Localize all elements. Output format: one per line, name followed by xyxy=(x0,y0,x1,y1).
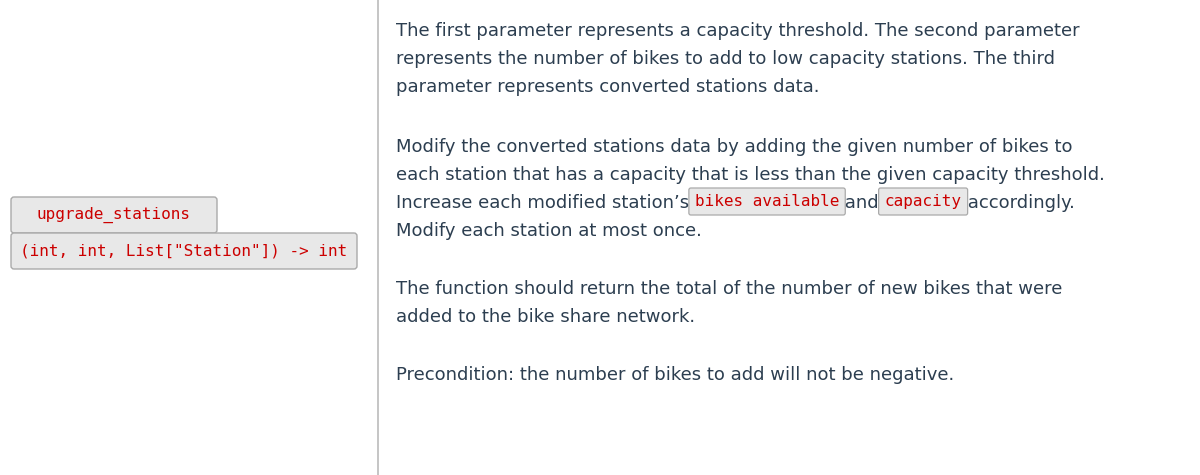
Text: Increase each modified station’s: Increase each modified station’s xyxy=(396,194,695,212)
Text: Modify each station at most once.: Modify each station at most once. xyxy=(396,222,702,240)
Text: (int, int, List["Station"]) -> int: (int, int, List["Station"]) -> int xyxy=(20,244,348,258)
FancyBboxPatch shape xyxy=(689,188,845,215)
FancyBboxPatch shape xyxy=(11,197,217,233)
Text: upgrade_stations: upgrade_stations xyxy=(37,207,191,223)
Text: capacity: capacity xyxy=(884,194,961,209)
Text: bikes available: bikes available xyxy=(695,194,839,209)
FancyBboxPatch shape xyxy=(11,233,358,269)
Text: Precondition: the number of bikes to add will not be negative.: Precondition: the number of bikes to add… xyxy=(396,366,954,384)
Text: parameter represents converted stations data.: parameter represents converted stations … xyxy=(396,78,820,96)
Text: each station that has a capacity that is less than the given capacity threshold.: each station that has a capacity that is… xyxy=(396,166,1105,184)
Text: Modify the converted stations data by adding the given number of bikes to: Modify the converted stations data by ad… xyxy=(396,138,1073,156)
Text: The first parameter represents a capacity threshold. The second parameter: The first parameter represents a capacit… xyxy=(396,22,1080,40)
Text: represents the number of bikes to add to low capacity stations. The third: represents the number of bikes to add to… xyxy=(396,50,1055,68)
FancyBboxPatch shape xyxy=(878,188,967,215)
Text: The function should return the total of the number of new bikes that were: The function should return the total of … xyxy=(396,280,1062,298)
Text: added to the bike share network.: added to the bike share network. xyxy=(396,308,695,326)
Text: and: and xyxy=(839,194,884,212)
Text: accordingly.: accordingly. xyxy=(961,194,1074,212)
